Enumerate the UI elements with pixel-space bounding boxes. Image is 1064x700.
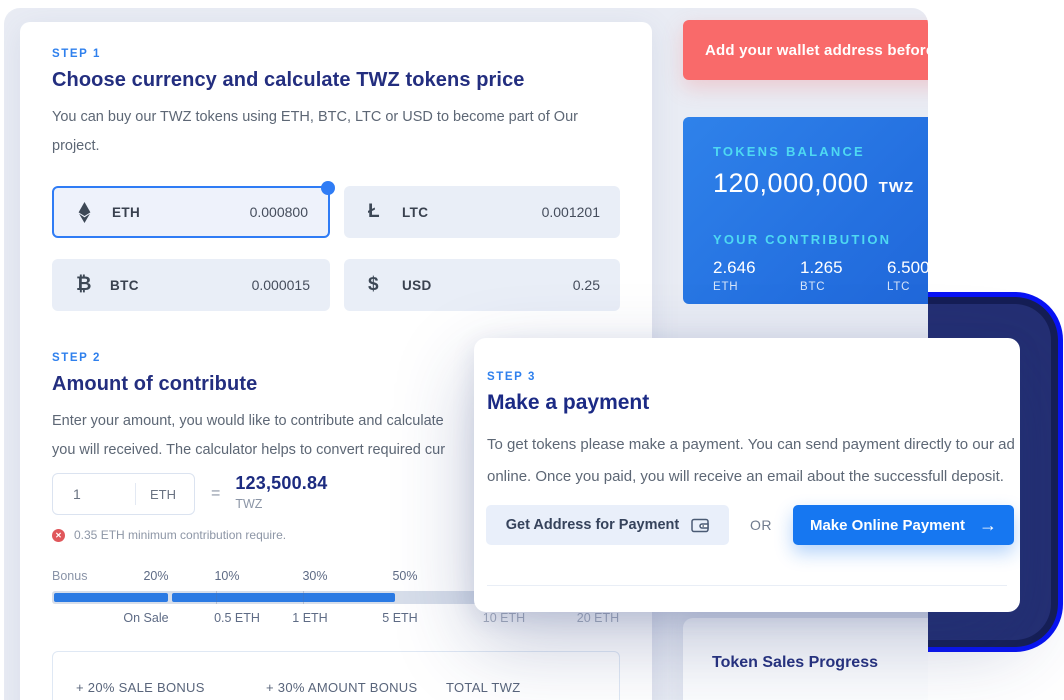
tokens-balance-unit: TWZ — [878, 179, 915, 196]
contribution-item-ltc: 6.500 LTC — [887, 258, 928, 293]
error-message: 0.35 ETH minimum contribution require. — [74, 528, 287, 542]
bar-tick — [303, 591, 304, 604]
get-address-button[interactable]: Get Address for Payment — [486, 505, 729, 545]
tokens-balance-card: TOKENS BALANCE 120,000,000 TWZ YOUR CONT… — [683, 117, 928, 304]
bonus-amount-row: On Sale 0.5 ETH 1 ETH 5 ETH 10 ETH 20 ET… — [52, 611, 620, 627]
bonus-progress-fill — [54, 593, 168, 602]
amount-currency-label: ETH — [150, 486, 176, 502]
dollar-icon: $ — [368, 274, 379, 295]
or-separator: OR — [750, 517, 772, 533]
step2-description-line1: Enter your amount, you would like to con… — [52, 413, 444, 429]
bonus-tier-amount: 0.5 ETH — [214, 611, 260, 625]
bitcoin-icon: ₿ — [76, 274, 92, 295]
contribution-value: 2.646 — [713, 258, 756, 277]
make-payment-card: STEP 3 Make a payment To get tokens plea… — [474, 338, 1020, 612]
currency-option-btc[interactable]: ₿ BTC 0.000015 — [52, 259, 330, 311]
bonus-tier-amount: 20 ETH — [576, 611, 620, 625]
card-divider — [487, 585, 1007, 586]
amount-bonus-label: + 30% AMOUNT BONUS — [266, 680, 418, 695]
step3-description-line2: online. Once you paid, you will receive … — [487, 468, 1004, 485]
bar-tick — [216, 591, 217, 604]
currency-option-ltc[interactable]: Ł LTC 0.001201 — [344, 186, 620, 238]
contribution-currency: LTC — [887, 281, 911, 293]
bonus-axis-label: Bonus — [52, 569, 88, 583]
currency-code: LTC — [402, 204, 429, 220]
payment-actions: Get Address for Payment OR Make Online P… — [486, 505, 1014, 545]
input-divider — [135, 483, 136, 505]
step3-label: STEP 3 — [487, 371, 537, 383]
currency-rate: 0.001201 — [541, 204, 600, 220]
currency-code: USD — [402, 277, 432, 293]
total-twz-label: TOTAL TWZ — [446, 680, 521, 695]
sale-bonus-label: + 20% SALE BONUS — [76, 680, 205, 695]
bonus-summary-box: + 20% SALE BONUS + 30% AMOUNT BONUS TOTA… — [52, 651, 620, 700]
wallet-alert-banner: Add your wallet address before bu — [683, 20, 928, 80]
step3-title: Make a payment — [487, 391, 650, 414]
get-address-button-label: Get Address for Payment — [505, 517, 680, 533]
make-online-payment-button[interactable]: Make Online Payment → — [793, 505, 1014, 545]
currency-option-usd[interactable]: $ USD 0.25 — [344, 259, 620, 311]
make-online-payment-label: Make Online Payment — [809, 516, 966, 534]
minimum-contribution-error: ✕ 0.35 ETH minimum contribution require. — [52, 528, 620, 542]
converted-token-amount: 123,500.84 — [235, 473, 328, 493]
bonus-percent-row: Bonus 20% 10% 30% 50% — [52, 569, 620, 585]
litecoin-icon: Ł — [368, 201, 380, 222]
ethereum-icon — [78, 201, 104, 223]
amount-input[interactable] — [53, 475, 135, 513]
token-sales-progress-title: Token Sales Progress — [712, 654, 878, 671]
amount-input-group: ETH — [52, 473, 195, 515]
contribution-item-eth: 2.646 ETH — [713, 258, 800, 293]
contribution-value: 6.500 — [887, 258, 928, 277]
your-contribution-label: YOUR CONTRIBUTION — [713, 232, 892, 247]
step1-label: STEP 1 — [52, 48, 102, 60]
bonus-tier-percent: 50% — [392, 569, 418, 583]
currency-code: ETH — [112, 204, 141, 220]
wallet-icon — [691, 518, 709, 532]
tokens-balance-label: TOKENS BALANCE — [713, 144, 865, 159]
step3-description-line1: To get tokens please make a payment. You… — [487, 436, 1015, 453]
contribution-currency: BTC — [800, 281, 826, 293]
tokens-balance-value: 120,000,000 — [713, 168, 869, 198]
currency-rate: 0.000800 — [249, 204, 308, 220]
bonus-tier-amount: 1 ETH — [292, 611, 328, 625]
amount-calculator: ETH = 123,500.84 TWZ — [52, 473, 620, 515]
token-sales-progress-card: Token Sales Progress — [683, 618, 928, 700]
bonus-tier-percent: 30% — [302, 569, 328, 583]
contribution-value: 1.265 — [800, 258, 843, 277]
bonus-tier-amount: 5 ETH — [382, 611, 418, 625]
step2-label: STEP 2 — [52, 352, 102, 364]
currency-option-eth[interactable]: ETH 0.000800 — [52, 181, 335, 238]
arrow-right-icon: → — [979, 515, 998, 535]
wallet-alert-message: Add your wallet address before bu — [705, 41, 928, 59]
bonus-tier-percent: 10% — [214, 569, 240, 583]
converted-token-unit: TWZ — [235, 497, 263, 511]
step2-title: Amount of contribute — [52, 373, 258, 395]
step1-description-line2: project. — [52, 138, 100, 154]
bonus-tier-amount: On Sale — [123, 611, 169, 625]
step1-title: Choose currency and calculate TWZ tokens… — [52, 69, 525, 91]
bonus-tier-amount: 10 ETH — [482, 611, 526, 625]
equals-sign: = — [211, 485, 221, 502]
currency-selector: ETH 0.000800 Ł LTC 0.001201 ₿ BTC 0.0000… — [52, 181, 620, 311]
currency-code: BTC — [110, 277, 139, 293]
contribution-item-btc: 1.265 BTC — [800, 258, 887, 293]
error-icon: ✕ — [52, 528, 65, 542]
selected-indicator-dot — [321, 181, 335, 195]
contribution-list: 2.646 ETH 1.265 BTC 6.500 LTC — [713, 258, 928, 293]
step2-description-line2: you will received. The calculator helps … — [52, 442, 446, 458]
currency-rate: 0.25 — [572, 277, 600, 293]
step1-description-line1: You can buy our TWZ tokens using ETH, BT… — [52, 109, 578, 125]
bonus-tier-percent: 20% — [143, 569, 169, 583]
bonus-progress-fill — [172, 593, 395, 602]
currency-rate: 0.000015 — [251, 277, 310, 293]
contribution-currency: ETH — [713, 281, 739, 293]
